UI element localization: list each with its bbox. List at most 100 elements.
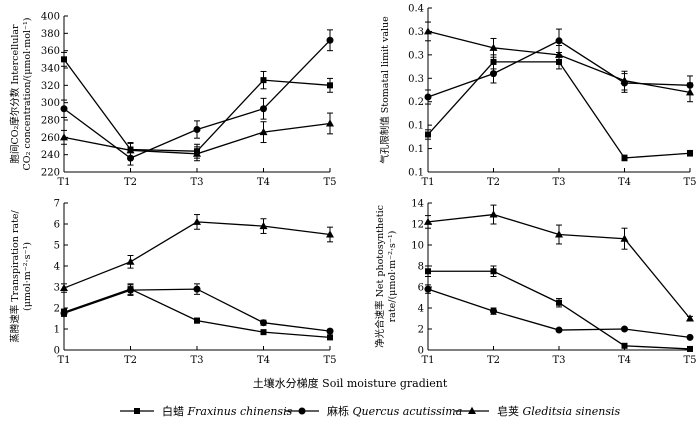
y-tick-label: 4: [418, 304, 424, 315]
data-point-triangle: [686, 88, 694, 96]
chart-panel-3: 0 1 2 3 4 5 6 7 T1 T2 T3 T4 T5 蒸腾速率 Transpiration rat…: [9, 199, 337, 367]
data-point-square: [194, 317, 200, 324]
data-point-triangle: [193, 149, 201, 157]
y-tick-label: 5: [54, 241, 60, 252]
data-point-square: [556, 299, 562, 306]
data-point-circle: [326, 36, 334, 44]
x-tick-label: T3: [190, 355, 203, 366]
data-point-triangle: [555, 230, 563, 238]
y-tick-label: 0: [54, 346, 60, 357]
x-tick-label: T2: [124, 355, 137, 366]
data-point-square: [327, 82, 333, 89]
y-tick-label: 0: [418, 346, 424, 357]
y-tick-label: 300: [41, 98, 60, 109]
data-point-square: [61, 56, 67, 63]
series-line-triangle: [63, 221, 331, 289]
y-tick-label: 400: [41, 12, 60, 23]
x-tick-label: T1: [421, 177, 434, 188]
data-point-circle: [424, 93, 432, 101]
y-tick-label: 240: [41, 150, 60, 161]
x-tick-label: T3: [190, 177, 203, 188]
y-tick-label: 0.1: [408, 121, 424, 132]
data-point-triangle: [126, 257, 135, 265]
data-point-circle: [326, 327, 334, 335]
x-tick-label: T1: [57, 177, 70, 188]
x-tick-label: T5: [323, 177, 336, 188]
x-tick-label: T2: [487, 355, 500, 366]
y-tick-label: 12: [411, 220, 424, 231]
series-line-circle: [63, 39, 331, 159]
x-tick-label: T1: [57, 355, 70, 366]
x-axis-label: 土壤水分梯度 Soil moisture gradient: [253, 376, 448, 390]
data-point-square: [687, 345, 693, 352]
data-point-circle: [60, 309, 68, 317]
data-point-triangle: [259, 221, 268, 230]
legend: 白蜡 Fraxinus chinensis 麻栎 Quercus acutissi…: [120, 404, 621, 418]
legend-label-latin: Quercus acutissima: [353, 405, 463, 418]
chart-panel-4: 0 2 4 6 8 10 12 14 T1 T2 T3 T4 T5 净光合速率 Net photosynt…: [374, 199, 697, 367]
y-tick-label: 7: [54, 199, 60, 210]
legend-label-latin: Fraxinus chinensis: [187, 405, 293, 418]
y-axis-label: 胞间CO₂摩尔分数 IntercellularCO₂ concentration…: [9, 18, 33, 171]
y-tick-label: 8: [418, 262, 424, 273]
data-point-triangle: [424, 217, 432, 225]
data-point-square: [327, 334, 333, 341]
data-point-circle: [60, 105, 68, 113]
data-point-circle: [193, 285, 201, 293]
data-point-triangle: [620, 234, 629, 242]
y-tick-label: 0.3: [408, 50, 424, 61]
y-axis-label-line: 胞间CO₂摩尔分数 Intercellular: [9, 24, 21, 164]
x-tick-label: T2: [487, 177, 500, 188]
data-point-circle: [686, 333, 694, 341]
y-axis-label-line: rate/(μmol·m⁻²·s⁻¹): [387, 231, 398, 323]
data-point-circle: [490, 70, 497, 78]
y-tick-label: 0.3: [408, 74, 424, 85]
data-point-triangle: [326, 230, 334, 238]
series-line-square: [427, 61, 691, 159]
data-point-circle: [490, 307, 497, 315]
data-point-circle: [127, 286, 134, 294]
legend-label: 麻栎 Quercus acutissima: [327, 404, 462, 418]
data-point-triangle: [424, 27, 432, 35]
y-tick-label: 360: [41, 46, 60, 57]
y-tick-label: 6: [54, 220, 60, 231]
legend-label: 皂荚 Gleditsia sinensis: [497, 404, 621, 418]
series-line-circle: [63, 288, 331, 332]
y-tick-label: 260: [41, 133, 60, 144]
y-tick-label: 1: [54, 325, 60, 336]
y-axis-label-line: 蒸腾速率 Transpiration rate/: [9, 209, 21, 342]
y-tick-label: 380: [41, 29, 60, 40]
y-tick-label: 280: [41, 116, 60, 127]
x-tick-label: T4: [618, 177, 631, 188]
y-tick-label: 0.3: [408, 27, 424, 38]
y-axis-label-line: CO₂ concentration/(μmol·mol⁻¹): [22, 18, 33, 171]
y-tick-label: 0.1: [408, 144, 424, 155]
x-tick-label: T4: [257, 177, 270, 188]
legend-label-latin: Gleditsia sinensis: [523, 405, 621, 418]
x-tick-label: T2: [124, 177, 137, 188]
data-point-circle: [555, 326, 563, 334]
x-tick-label: T5: [683, 355, 696, 366]
legend-label: 白蜡 Fraxinus chinensis: [162, 404, 293, 418]
y-tick-label: 6: [418, 283, 424, 294]
y-tick-label: 340: [41, 64, 60, 75]
y-axis-label: 净光合速率 Net photosyntheticrate/(μmol·m⁻²·s…: [374, 205, 398, 348]
y-axis-label: 蒸腾速率 Transpiration rate/(μmol·m⁻²·s⁻¹): [9, 209, 33, 342]
data-point-circle: [555, 37, 563, 45]
y-tick-label: 0.4: [408, 4, 424, 15]
data-point-circle: [621, 325, 628, 333]
y-axis-label-line: (μmol·m⁻²·s⁻¹): [22, 242, 33, 311]
legend-item-square: 白蜡 Fraxinus chinensis: [120, 404, 293, 418]
data-point-square: [260, 77, 267, 84]
data-point-square: [621, 342, 628, 349]
legend-label-cn: 皂荚: [497, 404, 523, 418]
data-point-square: [490, 58, 497, 65]
y-tick-label: 0.2: [408, 97, 424, 108]
legend-label-cn: 麻栎: [327, 404, 353, 418]
y-tick-label: 14: [411, 199, 424, 210]
y-tick-label: 320: [41, 81, 60, 92]
y-axis-label-line: 气孔限制值 Stomatal limit value: [379, 16, 391, 164]
y-tick-label: 4: [54, 262, 60, 273]
legend-item-triangle: 皂荚 Gleditsia sinensis: [455, 404, 621, 418]
